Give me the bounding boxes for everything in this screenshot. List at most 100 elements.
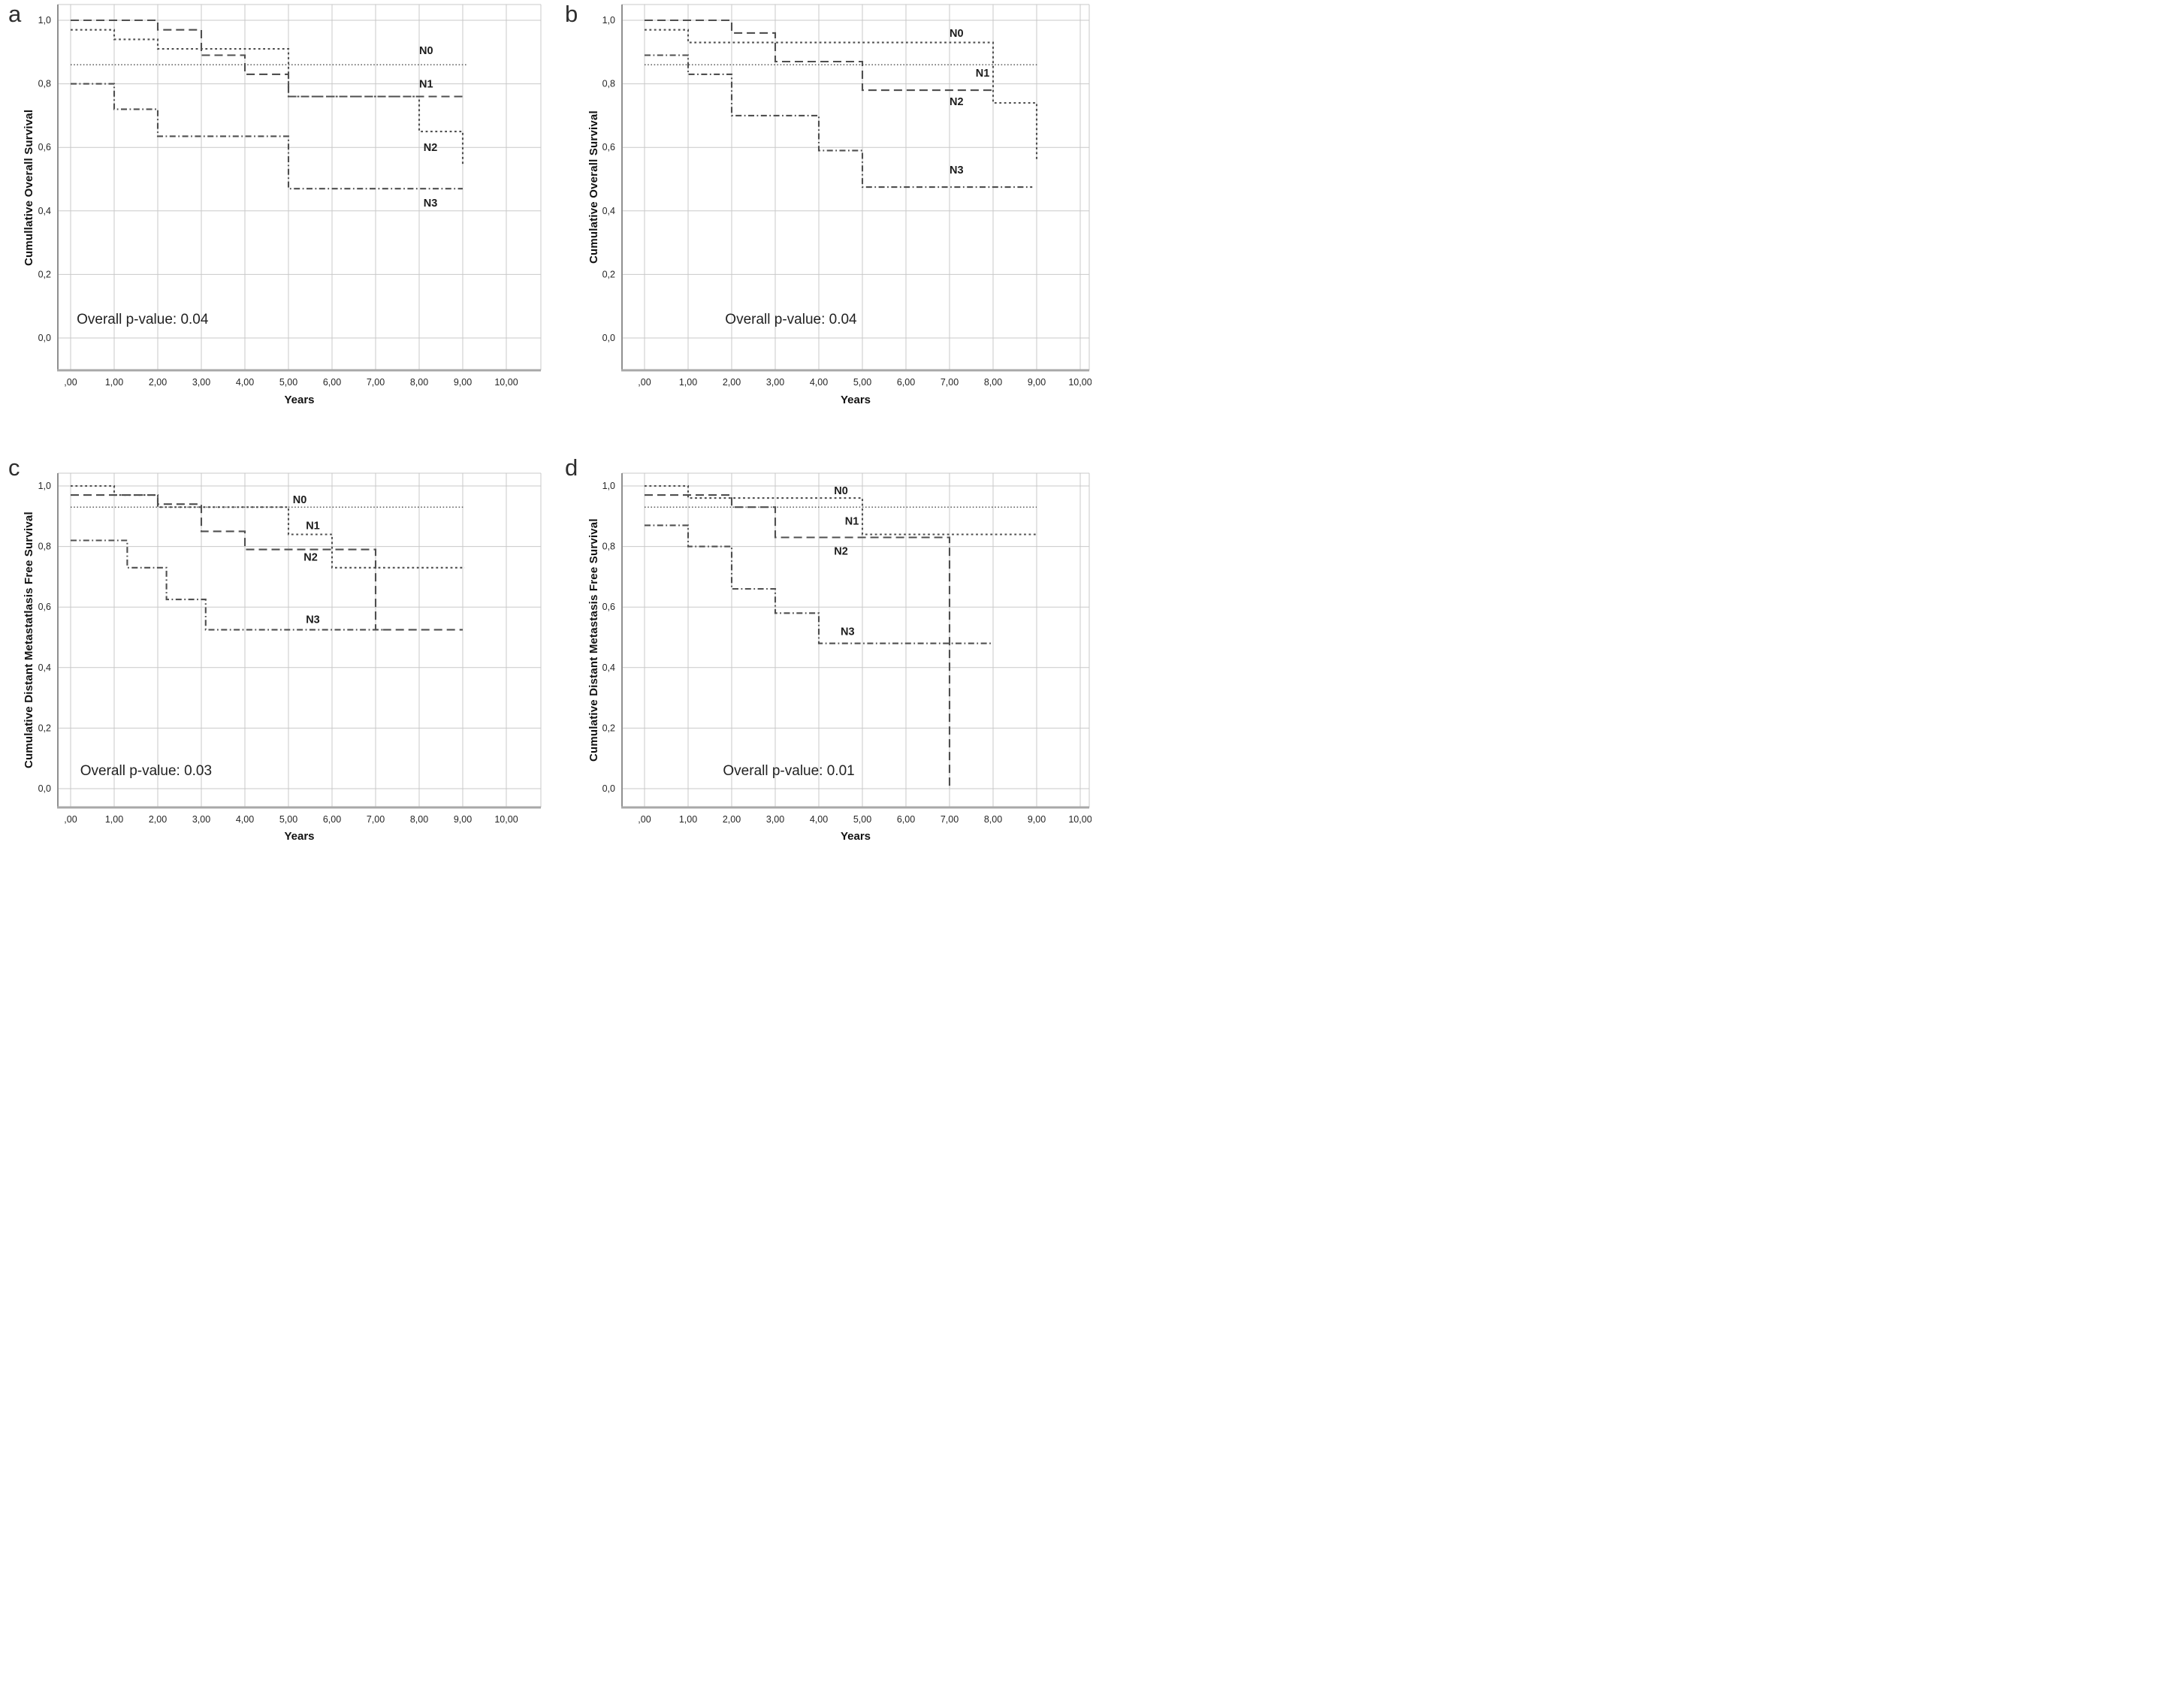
x-tick-label: 1,00 bbox=[679, 377, 697, 388]
p-value-annotation-b: Overall p-value: 0.04 bbox=[725, 311, 857, 327]
x-tick-label: 4,00 bbox=[236, 377, 254, 388]
y-tick-label: 0,0 bbox=[38, 783, 51, 794]
x-tick-label: 10,00 bbox=[1068, 814, 1092, 825]
x-tick-label: 2,00 bbox=[723, 814, 741, 825]
x-tick-label: 5,00 bbox=[853, 814, 871, 825]
curve-N2 bbox=[645, 19, 993, 92]
x-tick-label: ,00 bbox=[64, 814, 77, 825]
y-tick-label: 0,0 bbox=[38, 333, 51, 343]
x-tick-label: 1,00 bbox=[105, 814, 123, 825]
y-tick-label: 1,0 bbox=[38, 481, 51, 491]
y-tick-label: 0,6 bbox=[602, 142, 615, 152]
x-tick-label: 7,00 bbox=[367, 377, 385, 388]
panel-b: 1,0 0,8 0,6 0,4 0,2 0,0 ,00 1,00 2,00 3,00 4,00 5,0… bbox=[546, 0, 1092, 432]
survival-plot-a: 1,0 0,8 0,6 0,4 0,2 0,0 ,00 1,00 2,00 3,00 4,00 5,0… bbox=[38, 4, 542, 388]
x-tick-label: 2,00 bbox=[723, 377, 741, 388]
x-tick-label: 8,00 bbox=[984, 377, 1002, 388]
survival-plot-d: 1,0 0,8 0,6 0,4 0,2 0,0 ,00 1,00 2,00 3,00 4,00 5,0… bbox=[602, 472, 1092, 825]
panel-c: 1,0 0,8 0,6 0,4 0,2 0,0 ,00 1,00 2,00 3,00 4,00 5,0… bbox=[0, 439, 545, 854]
x-tick-label: 3,00 bbox=[766, 814, 784, 825]
x-tick-label: 2,00 bbox=[149, 814, 167, 825]
series-label-N3: N3 bbox=[306, 614, 320, 626]
series-label-N1: N1 bbox=[976, 68, 990, 80]
series-label-N2: N2 bbox=[834, 546, 848, 558]
x-tick-label: 8,00 bbox=[410, 814, 428, 825]
x-tick-label: ,00 bbox=[638, 377, 651, 388]
y-tick-label: 0,2 bbox=[38, 723, 51, 733]
series-label-N2: N2 bbox=[950, 96, 964, 108]
y-tick-label: 0,4 bbox=[602, 206, 615, 216]
series-label-N3: N3 bbox=[424, 198, 438, 210]
x-tick-label: 5,00 bbox=[279, 814, 297, 825]
curve-N2 bbox=[645, 494, 951, 787]
y-tick-label: 0,6 bbox=[38, 602, 51, 612]
x-tick-label: 10,00 bbox=[494, 377, 518, 388]
series-label-N1: N1 bbox=[306, 520, 320, 532]
survival-plot-b: 1,0 0,8 0,6 0,4 0,2 0,0 ,00 1,00 2,00 3,00 4,00 5,0… bbox=[602, 4, 1092, 388]
curve-N0 bbox=[645, 484, 1037, 536]
x-tick-label: 1,00 bbox=[679, 814, 697, 825]
x-tick-label: 3,00 bbox=[766, 377, 784, 388]
y-tick-label: 1,0 bbox=[602, 481, 615, 491]
series-label-N3: N3 bbox=[841, 626, 855, 638]
x-tick-label: 2,00 bbox=[149, 377, 167, 388]
x-tick-label: 7,00 bbox=[941, 377, 959, 388]
curve-N1 bbox=[71, 484, 465, 569]
curve-N2 bbox=[71, 29, 464, 167]
panel-a: 1,0 0,8 0,6 0,4 0,2 0,0 ,00 1,00 2,00 3,00 4,00 5,0… bbox=[0, 0, 545, 432]
x-tick-label: 9,00 bbox=[454, 814, 472, 825]
series-label-N1: N1 bbox=[419, 79, 433, 91]
panel-letter-c: c bbox=[8, 454, 20, 481]
survival-plot-c: 1,0 0,8 0,6 0,4 0,2 0,0 ,00 1,00 2,00 3,00 4,00 5,0… bbox=[38, 472, 542, 825]
y-tick-label: 0,4 bbox=[602, 662, 615, 673]
x-tick-label: 10,00 bbox=[494, 814, 518, 825]
x-tick-label: 4,00 bbox=[236, 814, 254, 825]
x-tick-label: 6,00 bbox=[897, 814, 915, 825]
curve-N3 bbox=[71, 539, 385, 631]
series-label-N2: N2 bbox=[303, 552, 318, 564]
curve-N1 bbox=[71, 19, 463, 98]
x-tick-label: 6,00 bbox=[323, 377, 341, 388]
x-axis-title-c: Years bbox=[284, 830, 315, 843]
x-tick-label: 9,00 bbox=[454, 377, 472, 388]
x-axis-title-d: Years bbox=[840, 830, 871, 843]
y-tick-label: 0,2 bbox=[602, 723, 615, 733]
p-value-annotation-a: Overall p-value: 0.04 bbox=[77, 311, 209, 327]
x-tick-label: 3,00 bbox=[192, 377, 210, 388]
y-tick-label: 1,0 bbox=[602, 15, 615, 26]
curve-N0 bbox=[645, 29, 1038, 161]
x-tick-label: 8,00 bbox=[984, 814, 1002, 825]
y-tick-label: 0,8 bbox=[38, 542, 51, 552]
y-tick-label: 0,8 bbox=[602, 542, 615, 552]
panel-letter-a: a bbox=[8, 1, 22, 27]
y-tick-label: 0,0 bbox=[602, 333, 615, 343]
x-tick-label: 3,00 bbox=[192, 814, 210, 825]
x-tick-label: 1,00 bbox=[105, 377, 123, 388]
x-tick-label: 6,00 bbox=[897, 377, 915, 388]
x-tick-label: 10,00 bbox=[1068, 377, 1092, 388]
x-tick-label: 7,00 bbox=[367, 814, 385, 825]
series-label-N2: N2 bbox=[424, 142, 438, 154]
curve-N2 bbox=[71, 494, 463, 631]
panel-d: 1,0 0,8 0,6 0,4 0,2 0,0 ,00 1,00 2,00 3,00 4,00 5,0… bbox=[546, 439, 1092, 854]
panel-letter-d: d bbox=[565, 454, 578, 481]
y-tick-label: 0,6 bbox=[38, 142, 51, 152]
x-tick-label: 5,00 bbox=[853, 377, 871, 388]
x-tick-label: 5,00 bbox=[279, 377, 297, 388]
panel-letter-b: b bbox=[565, 1, 578, 27]
curve-N3 bbox=[71, 83, 463, 190]
series-label-N0: N0 bbox=[834, 485, 848, 497]
x-tick-label: 7,00 bbox=[941, 814, 959, 825]
curve-N3 bbox=[645, 54, 1033, 189]
y-axis-title-d: Cumulative Distant Metastasis Free Survi… bbox=[587, 518, 600, 762]
y-axis-title-b: Cumulative Overall Survival bbox=[587, 110, 600, 264]
x-tick-label: 4,00 bbox=[810, 814, 828, 825]
x-tick-label: 4,00 bbox=[810, 377, 828, 388]
x-axis-title-b: Years bbox=[840, 394, 871, 406]
x-tick-label: 8,00 bbox=[410, 377, 428, 388]
y-tick-label: 0,8 bbox=[602, 79, 615, 89]
y-tick-label: 0,2 bbox=[602, 269, 615, 279]
series-label-N0: N0 bbox=[419, 45, 433, 57]
y-tick-label: 0,6 bbox=[602, 602, 615, 612]
y-tick-label: 0,4 bbox=[38, 662, 51, 673]
